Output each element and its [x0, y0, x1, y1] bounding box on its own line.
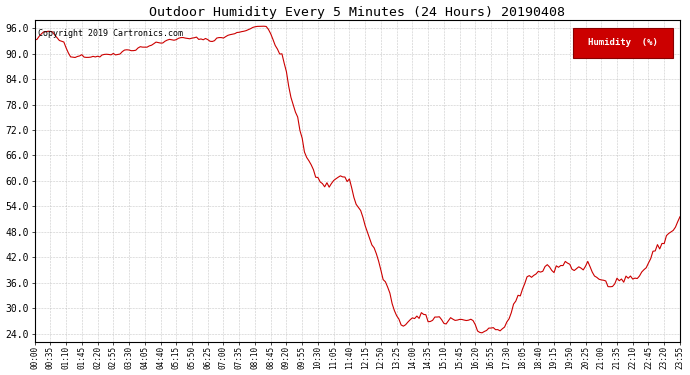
FancyBboxPatch shape	[573, 28, 673, 58]
Text: Copyright 2019 Cartronics.com: Copyright 2019 Cartronics.com	[38, 29, 183, 38]
Text: Humidity  (%): Humidity (%)	[588, 38, 658, 47]
Title: Outdoor Humidity Every 5 Minutes (24 Hours) 20190408: Outdoor Humidity Every 5 Minutes (24 Hou…	[149, 6, 565, 18]
